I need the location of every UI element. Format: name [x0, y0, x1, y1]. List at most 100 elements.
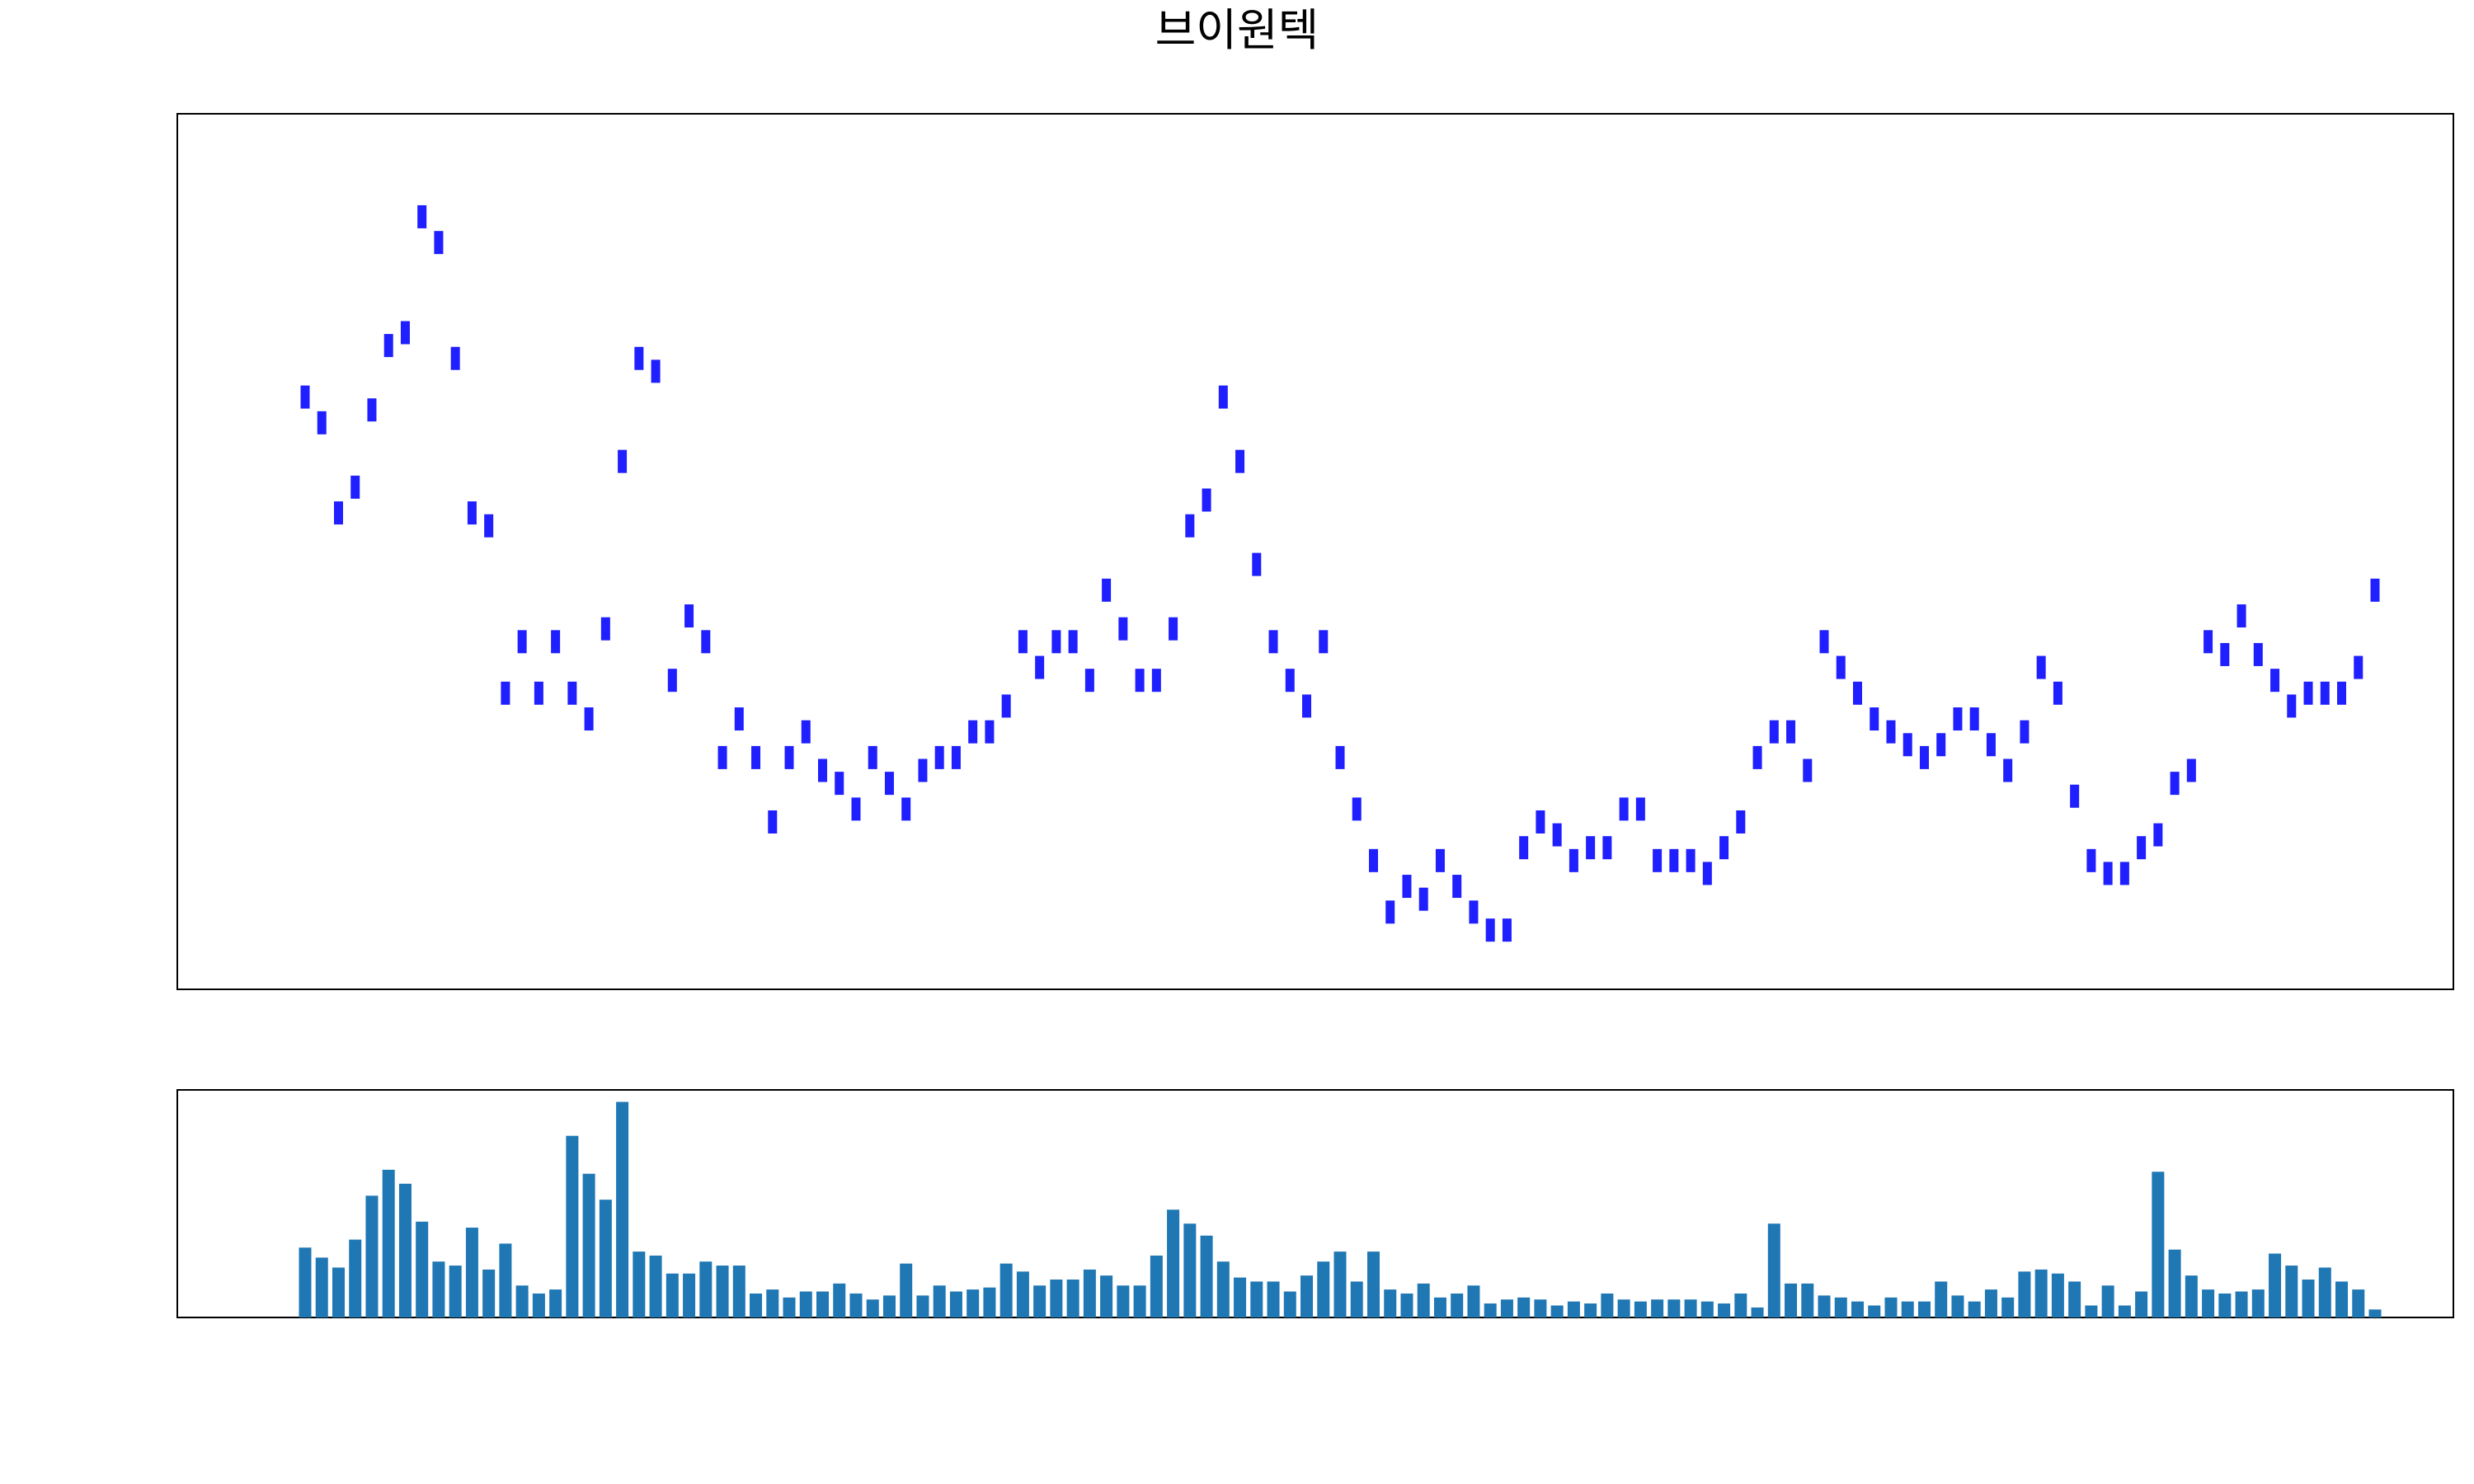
volume-bar	[416, 1221, 429, 1317]
volume-bar	[1601, 1293, 1614, 1317]
volume-bar	[1917, 1301, 1931, 1317]
price-open-marker	[1285, 669, 1295, 693]
volume-bar	[766, 1289, 779, 1317]
price-open-marker	[634, 346, 644, 370]
volume-bar	[515, 1285, 529, 1317]
volume-bar	[2068, 1281, 2081, 1317]
price-open-marker	[1686, 848, 1696, 872]
price-open-marker	[2220, 642, 2230, 666]
volume-bar	[432, 1261, 445, 1317]
price-open-marker	[1469, 900, 1479, 924]
price-open-marker	[1502, 918, 1512, 942]
volume-bar	[666, 1273, 679, 1317]
volume-bar	[1801, 1283, 1814, 1317]
volume-bar	[2368, 1309, 2382, 1317]
volume-panel-frame	[176, 1089, 2454, 1318]
price-open-marker	[2070, 784, 2080, 808]
volume-bar	[1350, 1281, 1363, 1317]
price-open-marker	[1886, 720, 1896, 744]
price-open-marker	[1402, 875, 1412, 899]
volume-bar	[1851, 1301, 1864, 1317]
volume-bar	[532, 1293, 545, 1317]
volume-bar	[716, 1266, 729, 1317]
price-open-marker	[1669, 848, 1679, 872]
volume-bar	[2051, 1273, 2064, 1317]
price-panel-frame	[176, 113, 2454, 990]
volume-bar	[2152, 1172, 2165, 1317]
volume-bar	[1667, 1299, 1681, 1317]
volume-bar	[1951, 1295, 1964, 1317]
volume-bar	[2202, 1289, 2215, 1317]
volume-bar	[2218, 1293, 2232, 1317]
volume-bar	[1384, 1289, 1397, 1317]
price-open-marker	[2287, 694, 2297, 718]
price-open-marker	[868, 745, 877, 769]
volume-bar	[1567, 1301, 1580, 1317]
price-open-marker	[1752, 745, 1762, 769]
volume-bar	[983, 1287, 996, 1317]
price-open-marker	[851, 797, 861, 821]
price-open-marker	[1118, 617, 1128, 641]
price-open-marker	[1001, 694, 1011, 718]
chart-title: 브이원텍	[1155, 4, 1319, 56]
price-open-marker	[2020, 720, 2030, 744]
price-open-marker	[1736, 810, 1746, 834]
volume-bar	[1534, 1299, 1547, 1317]
volume-bar	[1200, 1235, 1213, 1317]
price-open-marker	[1786, 720, 1796, 744]
price-open-marker	[1653, 848, 1663, 872]
price-open-marker	[1635, 797, 1645, 821]
price-open-marker	[1853, 681, 1862, 705]
volume-bar	[2185, 1275, 2198, 1317]
volume-bar	[833, 1283, 846, 1317]
price-open-marker	[367, 398, 377, 422]
price-open-marker	[2370, 578, 2380, 602]
price-open-marker	[1769, 720, 1779, 744]
price-open-marker	[1803, 758, 1813, 782]
price-open-marker	[1819, 630, 1829, 654]
volume-bar	[2335, 1281, 2349, 1317]
volume-bar	[732, 1266, 745, 1317]
price-open-marker	[835, 772, 844, 796]
volume-bar	[2118, 1305, 2131, 1317]
volume-bar	[382, 1169, 395, 1317]
volume-bar	[1250, 1281, 1263, 1317]
volume-bar	[1868, 1305, 1881, 1317]
volume-bar	[1066, 1280, 1079, 1317]
volume-bar	[616, 1101, 629, 1317]
price-open-marker	[567, 681, 577, 705]
price-open-marker	[600, 617, 610, 641]
price-open-marker	[383, 334, 393, 358]
price-open-marker	[734, 707, 744, 731]
volume-bar	[2168, 1249, 2181, 1317]
price-open-marker	[517, 630, 527, 654]
price-open-marker	[2053, 681, 2062, 705]
price-open-marker	[1619, 797, 1629, 821]
price-open-marker	[818, 758, 827, 782]
volume-bar	[1267, 1281, 1280, 1317]
volume-bar	[332, 1267, 345, 1317]
volume-bar	[1751, 1307, 1764, 1317]
price-open-marker	[1836, 655, 1846, 679]
volume-bar	[1083, 1269, 1096, 1317]
price-open-marker	[884, 772, 894, 796]
price-open-marker	[2204, 630, 2213, 654]
price-open-marker	[1218, 385, 1228, 409]
price-open-marker	[618, 449, 628, 473]
price-open-marker	[2354, 655, 2363, 679]
price-open-marker	[1552, 823, 1562, 847]
volume-bar	[2285, 1266, 2298, 1317]
volume-bar	[499, 1243, 512, 1317]
volume-bar	[1550, 1305, 1564, 1317]
volume-bar	[1500, 1299, 1513, 1317]
price-open-marker	[1202, 488, 1211, 512]
volume-bar	[999, 1263, 1013, 1317]
price-open-marker	[968, 720, 978, 744]
volume-bar	[1651, 1299, 1664, 1317]
volume-bar	[1016, 1271, 1029, 1317]
price-open-marker	[901, 797, 911, 821]
price-open-marker	[1519, 836, 1529, 860]
volume-bar	[882, 1295, 896, 1317]
price-open-marker	[985, 720, 995, 744]
